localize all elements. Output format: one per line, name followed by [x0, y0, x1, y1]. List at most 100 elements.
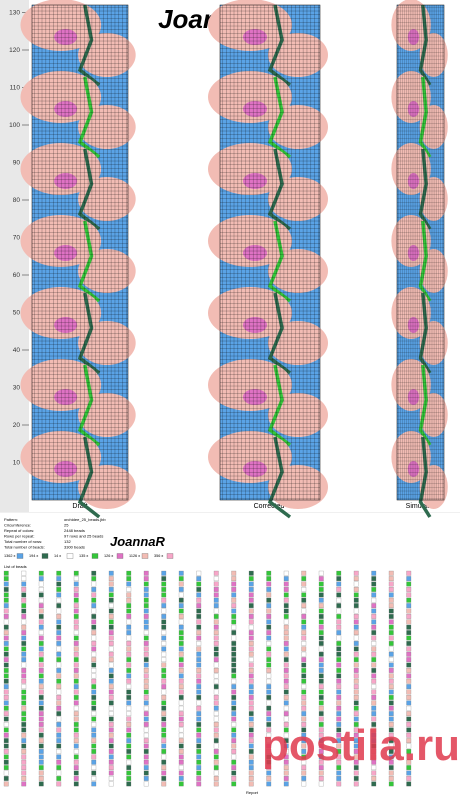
bead-cell: [371, 716, 377, 722]
bead-cell: [56, 678, 62, 684]
bead-cell: [301, 695, 307, 700]
bead-cell: [213, 597, 219, 603]
bead-cell: [73, 684, 79, 690]
bead-cell: [353, 743, 359, 749]
bead-cell: [143, 630, 149, 636]
bead-cell: [108, 641, 114, 646]
bead-cell: [91, 581, 97, 587]
bead-cell: [318, 770, 324, 776]
bead-cell: [196, 705, 202, 711]
bead-cell: [73, 651, 79, 657]
bead-cell: [388, 743, 394, 749]
bead-cell: [388, 765, 394, 771]
bead-cell: [38, 754, 44, 760]
bead-cell: [178, 749, 184, 754]
bead-cell: [143, 587, 149, 592]
bead-cell: [231, 727, 237, 733]
bead-cell: [318, 576, 324, 582]
bead-cell: [38, 722, 44, 727]
bead-cell: [143, 592, 149, 598]
bead-cell: [283, 657, 289, 663]
bead-cell: [318, 662, 324, 668]
bead-cell: [388, 716, 394, 722]
field-value: orchidee_25_beads.jbb: [64, 517, 106, 522]
bead-cell: [108, 619, 114, 625]
bead-cell: [283, 641, 289, 646]
bead-cell: [108, 705, 114, 711]
bead-cell: [21, 765, 27, 771]
bead-cell: [301, 732, 307, 738]
field-value: 25: [64, 523, 69, 528]
bead-cell: [318, 749, 324, 754]
bead-cell: [318, 570, 324, 576]
bead-cell: [406, 592, 412, 598]
bead-cell: [231, 749, 237, 754]
bead-cell: [388, 641, 394, 646]
bead-cell: [126, 608, 132, 614]
bead-cell: [353, 781, 359, 787]
bead-cell: [388, 673, 394, 679]
bead-cell: [178, 614, 184, 619]
bead-cell: [318, 657, 324, 663]
bead-cell: [318, 776, 324, 781]
bead-cell: [371, 635, 377, 641]
bead-cell: [336, 668, 342, 673]
color-swatch: [16, 553, 24, 559]
bead-cell: [161, 716, 167, 722]
bead-cell: [91, 716, 97, 722]
bead-cell: [371, 722, 377, 727]
bead-cell: [231, 592, 237, 598]
bead-cell: [248, 581, 254, 587]
bead-cell: [318, 587, 324, 592]
bead-cell: [108, 754, 114, 760]
bead-cell: [21, 738, 27, 744]
bead-cell: [178, 624, 184, 630]
bead-cell: [196, 624, 202, 630]
bead-cell: [73, 765, 79, 771]
bead-cell: [196, 711, 202, 717]
bead-cell: [3, 770, 9, 776]
bead-cell: [73, 619, 79, 625]
bead-cell: [38, 635, 44, 641]
bead-cell: [353, 630, 359, 636]
bead-cell: [266, 738, 272, 744]
bead-cell: [161, 727, 167, 733]
bead-cell: [73, 570, 79, 576]
bead-cell: [38, 716, 44, 722]
bead-cell: [388, 614, 394, 619]
bead-cell: [406, 673, 412, 679]
bead-cell: [73, 705, 79, 711]
bead-cell: [353, 765, 359, 771]
bead-cell: [143, 700, 149, 706]
bead-cell: [336, 630, 342, 636]
bead-cell: [126, 732, 132, 738]
bead-cell: [3, 630, 9, 636]
bead-cell: [406, 716, 412, 722]
bead-cell: [353, 608, 359, 614]
bead-cell: [283, 770, 289, 776]
bead-cell: [301, 716, 307, 722]
bead-cell: [266, 673, 272, 679]
bead-cell: [371, 603, 377, 609]
bead-cell: [248, 630, 254, 636]
bead-cell: [161, 776, 167, 781]
bead-cell: [108, 727, 114, 733]
bead-cell: [231, 722, 237, 727]
bead-cell: [91, 722, 97, 727]
bead-cell: [406, 630, 412, 636]
bead-cell: [56, 608, 62, 614]
bead-cell: [73, 770, 79, 776]
bead-cell: [73, 662, 79, 668]
bead-cell: [161, 678, 167, 684]
bead-cell: [283, 738, 289, 744]
bead-cell: [196, 759, 202, 765]
bead-cell: [406, 776, 412, 781]
bead-cell: [178, 700, 184, 706]
ruler: [0, 0, 29, 512]
bead-cell: [248, 646, 254, 652]
bead-cell: [38, 630, 44, 636]
bead-cell: [336, 657, 342, 663]
bead-cell: [108, 581, 114, 587]
bead-cell: [91, 738, 97, 744]
ruler-label: 10: [13, 460, 21, 467]
